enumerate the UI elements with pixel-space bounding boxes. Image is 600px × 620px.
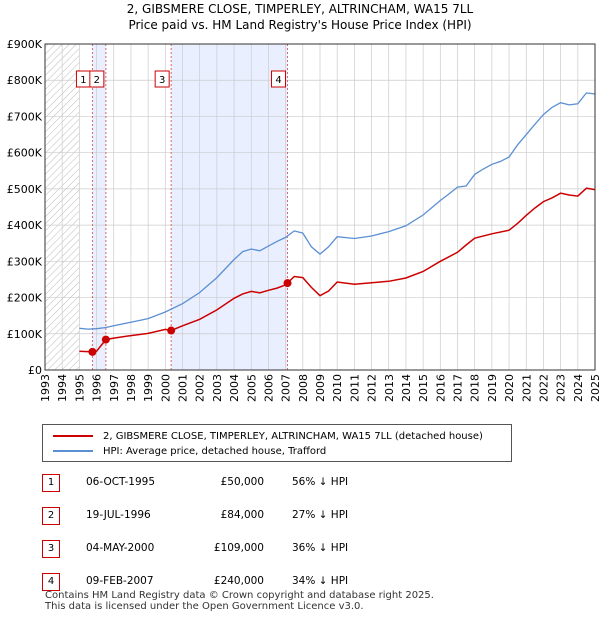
x-tick-label: 1996 [91,374,104,402]
sale-point [101,335,110,344]
sale-hpi-diff: 56% ↓ HPI [292,476,349,488]
sale-date: 19-JUL-1996 [86,509,151,521]
y-tick-label: £900K [7,38,43,51]
sale-point [283,279,292,288]
x-tick-label: 2004 [228,374,241,402]
y-tick-label: £400K [7,219,43,232]
y-tick-label: £600K [7,147,43,160]
x-tick-label: 2024 [572,374,585,402]
sale-hpi-diff: 34% ↓ HPI [292,575,349,587]
sale-hpi-diff: 27% ↓ HPI [292,509,349,521]
x-tick-label: 2011 [348,374,361,402]
sale-label-box [271,70,287,88]
x-tick-label: 1993 [39,374,52,402]
x-tick-label: 1998 [125,374,138,402]
x-tick-label: 2003 [211,374,224,402]
plot-frame [44,43,596,371]
sale-label-box [154,70,170,88]
x-tick-label: 2006 [262,374,275,402]
y-tick-label: £500K [7,183,43,196]
x-tick-label: 2016 [434,374,447,402]
legend-item-hpi: HPI: Average price, detached house, Traf… [53,444,326,458]
x-tick-label: 2007 [280,374,293,402]
x-tick-label: 2000 [159,374,172,402]
sale-date: 09-FEB-2007 [86,575,154,587]
x-tick-label: 1997 [108,374,121,402]
footer-attribution: Contains HM Land Registry data © Crown c… [45,590,434,612]
x-tick-label: 2009 [314,374,327,402]
sale-price: £109,000 [213,542,264,554]
sale-label-box [89,70,105,88]
sale-number-badge: 3 [42,540,60,558]
sale-date: 06-OCT-1995 [86,476,155,488]
x-tick-label: 2018 [469,374,482,402]
x-tick-label: 2023 [555,374,568,402]
sale-number-badge: 4 [42,573,60,591]
sale-date: 04-MAY-2000 [86,542,155,554]
price-chart: 1 2 3 4 £0 £100K £200K £300K £400K £500K £600K £700… [7,38,600,402]
chart-title: 2, GIBSMERE CLOSE, TIMPERLEY, ALTRINCHAM… [126,2,474,16]
sale-price: £240,000 [213,575,264,587]
x-tick-label: 2025 [589,374,600,402]
hpi-line [79,92,596,330]
x-tick-label: 2001 [177,374,190,402]
sale-number-badge: 2 [42,507,60,525]
y-tick-label: £100K [7,328,43,341]
y-tick-label: £300K [7,255,43,268]
ownership-shade [171,44,288,370]
sale-price: £50,000 [220,476,264,488]
legend-swatch-property [53,435,93,437]
sale-label-number: 4 [275,75,281,86]
y-tick-label: £0 [28,364,42,377]
ownership-shade [92,44,106,370]
legend-label-hpi: HPI: Average price, detached house, Traf… [103,445,327,457]
sale-number-badge: 1 [42,474,60,492]
sale-label-number: 1 [80,75,86,86]
legend-swatch-hpi [53,450,93,452]
sale-hpi-diff: 36% ↓ HPI [292,542,349,554]
sale-price: £84,000 [220,509,264,521]
sale-label-number: 3 [159,75,165,86]
x-tick-label: 2014 [400,374,413,402]
legend-item-property: 2, GIBSMERE CLOSE, TIMPERLEY, ALTRINCHAM… [53,429,483,443]
x-tick-label: 1995 [73,374,86,402]
x-tick-label: 2015 [417,374,430,402]
x-tick-label: 2012 [366,374,379,402]
legend-label-property: 2, GIBSMERE CLOSE, TIMPERLEY, ALTRINCHAM… [103,430,483,442]
x-tick-label: 2021 [520,374,533,402]
x-tick-label: 2017 [452,374,465,402]
footer-line-copyright: Contains HM Land Registry data © Crown c… [45,590,434,601]
chart-subtitle: Price paid vs. HM Land Registry's House … [128,18,472,32]
x-tick-label: 2010 [331,374,344,402]
y-tick-label: £200K [7,292,43,305]
x-tick-label: 2008 [297,374,310,402]
x-tick-label: 2005 [245,374,258,402]
chart-legend: 2, GIBSMERE CLOSE, TIMPERLEY, ALTRINCHAM… [42,424,512,462]
sale-point [167,326,176,335]
x-tick-label: 1994 [56,374,69,402]
x-tick-label: 2019 [486,374,499,402]
x-tick-label: 2022 [537,374,550,402]
footer-line-licence: This data is licensed under the Open Gov… [45,601,364,612]
x-tick-label: 2020 [503,374,516,402]
sale-point [88,347,97,356]
x-tick-label: 1999 [142,374,155,402]
x-tick-label: 2002 [194,374,207,402]
x-tick-label: 2013 [383,374,396,402]
y-tick-label: £800K [7,74,43,87]
sale-label-number: 2 [94,75,100,86]
y-tick-label: £700K [7,110,43,123]
